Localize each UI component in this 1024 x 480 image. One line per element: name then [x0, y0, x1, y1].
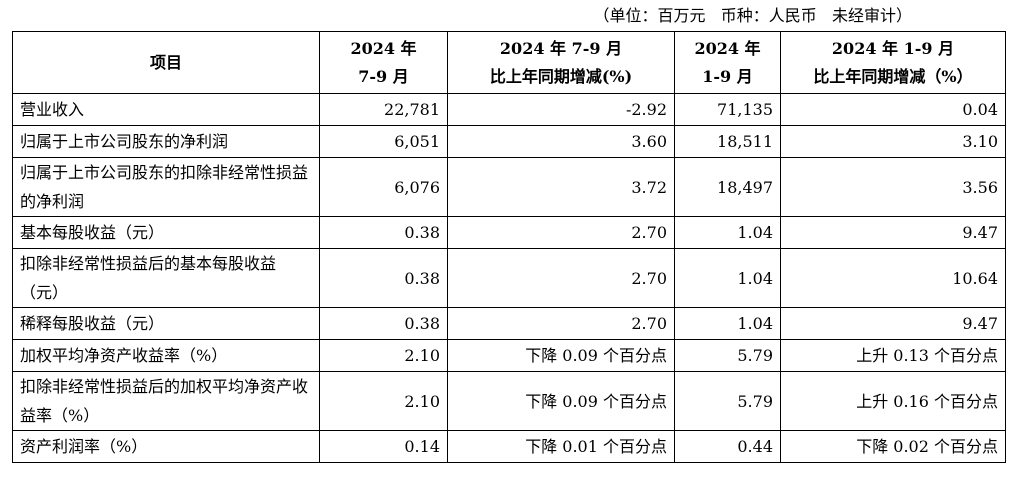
row-ytd: 1.04 [674, 307, 781, 340]
row-q3: 6,076 [319, 157, 448, 217]
row-q3-change: 3.72 [447, 157, 675, 217]
row-ytd: 0.44 [674, 430, 781, 463]
table-row: 稀释每股收益（元） 0.38 2.70 1.04 9.47 [12, 307, 1006, 340]
table-row: 扣除非经常性损益后的加权平均净资产收益率（%） 2.10 下降 0.09 个百分… [12, 371, 1006, 431]
row-ytd-change: 9.47 [780, 216, 1006, 249]
row-item: 加权平均净资产收益率（%） [12, 339, 320, 372]
row-q3-change: 2.70 [447, 307, 675, 340]
row-q3-change: 下降 0.09 个百分点 [447, 339, 675, 372]
header-q3-change-line1: 2024 年 7-9 月 [499, 38, 623, 58]
header-item: 项目 [12, 31, 320, 94]
row-ytd-change: 3.10 [780, 125, 1006, 158]
header-ytd-line1: 2024 年 [694, 38, 761, 58]
row-q3-change: -2.92 [447, 93, 675, 126]
row-q3-change: 2.70 [447, 216, 675, 249]
table-header-row: 项目 2024 年 7-9 月 2024 年 7-9 月 比上年同期增减(%) … [12, 31, 1006, 94]
row-item: 扣除非经常性损益后的加权平均净资产收益率（%） [12, 371, 320, 431]
row-item: 归属于上市公司股东的净利润 [12, 125, 320, 158]
row-q3-change: 2.70 [447, 248, 675, 308]
row-q3: 0.38 [319, 216, 448, 249]
row-ytd-change: 0.04 [780, 93, 1006, 126]
table-row: 归属于上市公司股东的扣除非经常性损益的净利润 6,076 3.72 18,497… [12, 157, 1006, 217]
table-row: 资产利润率（%） 0.14 下降 0.01 个百分点 0.44 下降 0.02 … [12, 430, 1006, 463]
row-item: 扣除非经常性损益后的基本每股收益（元） [12, 248, 320, 308]
row-q3-change: 3.60 [447, 125, 675, 158]
row-q3: 2.10 [319, 339, 448, 372]
row-ytd: 18,497 [674, 157, 781, 217]
row-q3: 0.14 [319, 430, 448, 463]
row-q3-change: 下降 0.01 个百分点 [447, 430, 675, 463]
row-q3: 0.38 [319, 307, 448, 340]
header-q3-line2: 7-9 月 [358, 66, 409, 86]
row-item: 归属于上市公司股东的扣除非经常性损益的净利润 [12, 157, 320, 217]
row-ytd-change: 下降 0.02 个百分点 [780, 430, 1006, 463]
row-q3: 2.10 [319, 371, 448, 431]
row-ytd: 18,511 [674, 125, 781, 158]
row-q3: 22,781 [319, 93, 448, 126]
row-ytd-change: 3.56 [780, 157, 1006, 217]
table-row: 基本每股收益（元） 0.38 2.70 1.04 9.47 [12, 216, 1006, 249]
table-row: 归属于上市公司股东的净利润 6,051 3.60 18,511 3.10 [12, 125, 1006, 158]
header-q3-change: 2024 年 7-9 月 比上年同期增减(%) [447, 31, 675, 94]
header-q3: 2024 年 7-9 月 [319, 31, 448, 94]
header-ytd-change-line1: 2024 年 1-9 月 [831, 38, 955, 58]
row-q3-change: 下降 0.09 个百分点 [447, 371, 675, 431]
row-ytd-change: 上升 0.13 个百分点 [780, 339, 1006, 372]
row-ytd: 1.04 [674, 216, 781, 249]
financial-data-table: 项目 2024 年 7-9 月 2024 年 7-9 月 比上年同期增减(%) … [12, 31, 1006, 463]
row-ytd: 5.79 [674, 339, 781, 372]
row-q3: 0.38 [319, 248, 448, 308]
row-ytd-change: 10.64 [780, 248, 1006, 308]
row-ytd: 1.04 [674, 248, 781, 308]
header-ytd-line2: 1-9 月 [702, 66, 753, 86]
header-ytd-change-line2: 比上年同期增减（%） [813, 66, 973, 86]
table-row: 扣除非经常性损益后的基本每股收益（元） 0.38 2.70 1.04 10.64 [12, 248, 1006, 308]
header-q3-line1: 2024 年 [350, 38, 417, 58]
row-item: 稀释每股收益（元） [12, 307, 320, 340]
unit-note: （单位：百万元 币种：人民币 未经审计） [593, 6, 912, 25]
row-ytd-change: 上升 0.16 个百分点 [780, 371, 1006, 431]
row-ytd: 5.79 [674, 371, 781, 431]
header-q3-change-line2: 比上年同期增减(%) [489, 66, 633, 86]
table-row: 加权平均净资产收益率（%） 2.10 下降 0.09 个百分点 5.79 上升 … [12, 339, 1006, 372]
row-ytd: 71,135 [674, 93, 781, 126]
table-row: 营业收入 22,781 -2.92 71,135 0.04 [12, 93, 1006, 126]
row-item: 基本每股收益（元） [12, 216, 320, 249]
row-item: 营业收入 [12, 93, 320, 126]
row-q3: 6,051 [319, 125, 448, 158]
row-ytd-change: 9.47 [780, 307, 1006, 340]
row-item: 资产利润率（%） [12, 430, 320, 463]
header-ytd: 2024 年 1-9 月 [674, 31, 781, 94]
header-ytd-change: 2024 年 1-9 月 比上年同期增减（%） [780, 31, 1006, 94]
